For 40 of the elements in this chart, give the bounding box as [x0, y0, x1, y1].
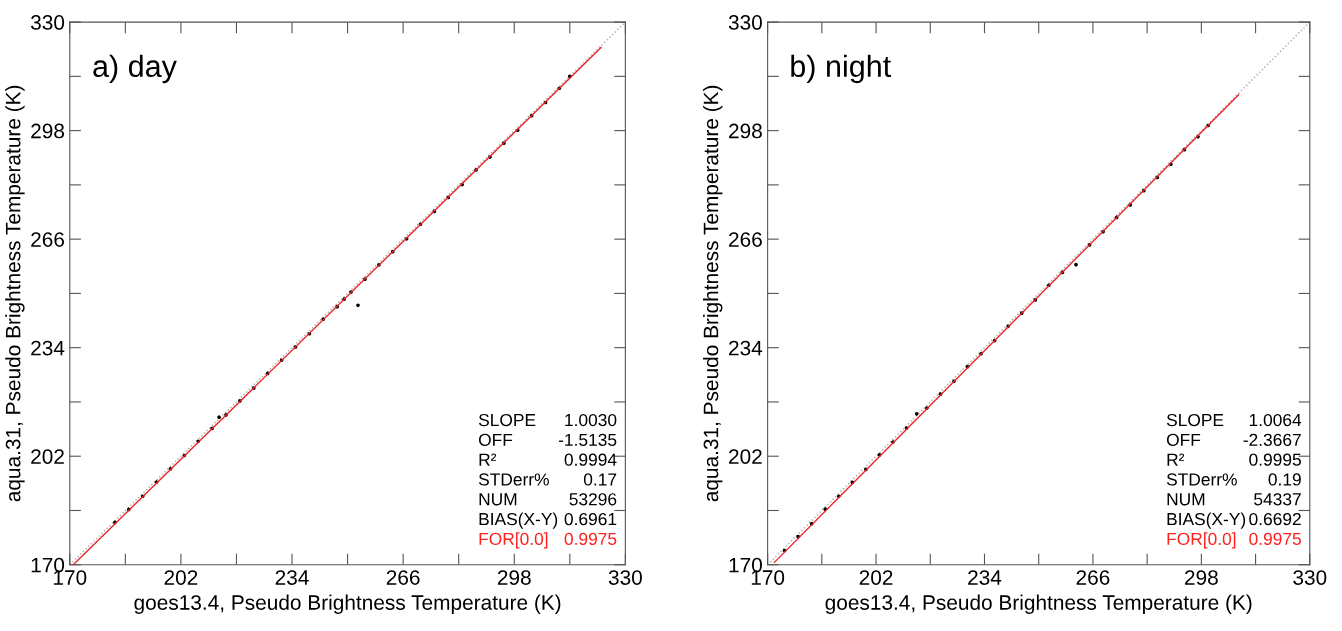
y-tick-label: 234: [729, 340, 763, 356]
x-tick-label: 202: [164, 570, 198, 585]
text: a) day: [93, 54, 177, 84]
text: b) night: [791, 54, 891, 84]
x-tick-label: 298: [497, 570, 531, 585]
x-tick-label: 234: [968, 570, 1002, 585]
y-axis-title: aqua.31, Pseudo Brightness Temperature (K): [5, 85, 25, 502]
x-axis-title: goes13.4, Pseudo Brightness Temperature (K): [134, 594, 561, 614]
y-tick-label: 298: [31, 123, 65, 139]
x-tick-label: 234: [275, 570, 309, 585]
y-tick-label: 202: [31, 449, 64, 464]
x-tick-label: 298: [1185, 570, 1218, 585]
y-tick-label: 266: [31, 232, 65, 247]
y-tick-label: 266: [729, 232, 762, 247]
y-tick-label: 202: [729, 449, 762, 464]
text: OFF -1.5135: [478, 433, 617, 446]
text: NUM 54337: [1167, 493, 1301, 506]
text: SLOPE 1.0064: [1166, 413, 1302, 427]
annotation: FOR[0.0] 0.9975: [1167, 532, 1301, 549]
y-axis-title: aqua.31, Pseudo Brightness Temperature (K): [703, 85, 723, 502]
x-axis-title: goes13.4, Pseudo Brightness Temperature (K): [825, 594, 1252, 614]
text: OFF -2.3667: [1166, 433, 1301, 446]
y-tick-label: 298: [729, 123, 762, 139]
annotation: BIAS(X-Y) 0.6961: [479, 512, 617, 529]
y-tick-label: 330: [728, 15, 762, 30]
text: R² 0.9995: [1167, 453, 1301, 466]
text: SLOPE 1.0030: [478, 413, 617, 427]
y-tick-label: 330: [30, 15, 65, 30]
annotation: FOR[0.0] 0.9975: [479, 532, 617, 549]
text: STDerr% 0.19: [1166, 473, 1301, 486]
x-tick-label: 202: [859, 570, 893, 585]
x-tick-label: 330: [608, 570, 642, 585]
x-tick-label: 266: [386, 570, 420, 585]
x-tick-label: 266: [1076, 570, 1110, 585]
y-tick-label: 234: [31, 340, 65, 356]
text: R² 0.9994: [479, 453, 617, 466]
text: STDerr% 0.17: [478, 473, 617, 486]
text: NUM 53296: [479, 493, 617, 506]
x-tick-label: 330: [1293, 570, 1327, 585]
annotation: BIAS(X-Y) 0.6692: [1167, 512, 1301, 529]
